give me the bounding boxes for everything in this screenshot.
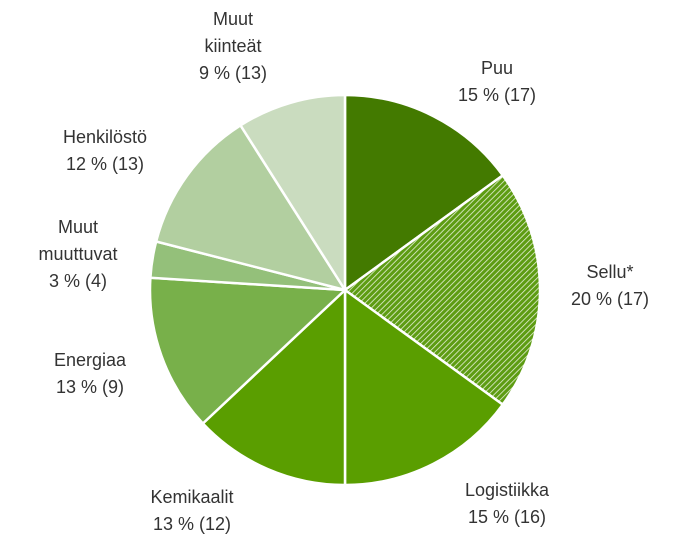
pie-slice: [201, 287, 347, 487]
slice-label: Logistiikka 15 % (16): [465, 477, 549, 531]
slice-label: Sellu* 20 % (17): [571, 259, 649, 313]
value-label: 13 % (12): [152, 514, 232, 534]
slice-label: Muut muuttuvat 3 % (4): [28, 214, 128, 295]
pie-slice: [343, 287, 505, 487]
value-label: 20 % (17): [570, 289, 650, 309]
value-label: 15 % (16): [467, 507, 547, 527]
value-label: 9 % (13): [198, 63, 268, 83]
category-label: Energiaa: [53, 350, 127, 370]
slice-label: Puu 15 % (17): [458, 55, 536, 109]
slice-label: Energiaa 13 % (9): [54, 347, 126, 401]
category-label: Logistiikka: [464, 480, 550, 500]
category-label: Muut kiinteät: [204, 9, 262, 56]
value-label: 3 % (4): [48, 271, 108, 291]
pie-slice: [238, 93, 347, 295]
category-label: Kemikaalit: [150, 487, 234, 507]
value-label: 12 % (13): [65, 154, 145, 174]
category-label: Sellu*: [586, 262, 634, 282]
category-label: Muut muuttuvat: [38, 217, 118, 264]
pie-slice: [154, 123, 348, 292]
category-label: Henkilöstö: [62, 127, 148, 147]
pie-slice: [342, 173, 542, 407]
value-label: 13 % (9): [55, 377, 125, 397]
slice-label: Kemikaalit 13 % (12): [150, 484, 233, 538]
slice-label: Muut kiinteät 9 % (13): [183, 6, 283, 87]
pie-slice: [148, 276, 348, 426]
value-label: 15 % (17): [457, 85, 537, 105]
pie-slice: [343, 93, 505, 293]
category-label: Puu: [480, 58, 514, 78]
slice-label: Henkilöstö 12 % (13): [63, 124, 147, 178]
